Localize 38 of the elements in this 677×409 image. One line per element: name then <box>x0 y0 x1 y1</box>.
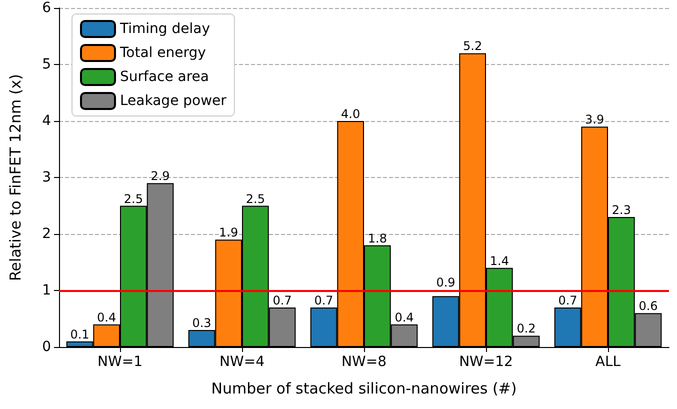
legend-label: Surface area <box>120 69 210 85</box>
text: 1.8 <box>368 231 387 246</box>
legend-label: Timing delay <box>119 21 210 37</box>
x-tick-label: NW=8 <box>342 354 386 370</box>
y-tick-label: 1 <box>42 282 51 298</box>
x-axis-title: Number of stacked silicon-nanowires (#) <box>211 380 517 398</box>
text: 0.7 <box>272 293 292 308</box>
y-tick-label: 4 <box>42 113 52 129</box>
text: 0.4 <box>394 310 414 324</box>
text: 0.3 <box>192 316 212 330</box>
x-tick-label: NW=1 <box>98 354 142 370</box>
text: 0.7 <box>314 293 334 308</box>
x-tick-label: NW=4 <box>220 354 265 370</box>
y-tick-label: 5 <box>42 56 51 72</box>
text: 0.7 <box>558 293 578 308</box>
y-tick-label: 0 <box>42 339 51 355</box>
x-tick-label: ALL <box>595 354 621 370</box>
text: 2.9 <box>150 169 170 184</box>
text: 0.6 <box>638 299 658 314</box>
text: 0.2 <box>516 322 536 336</box>
text: 0.4 <box>97 310 116 324</box>
y-tick-label: 6 <box>42 0 52 16</box>
y-axis-title: Relative to FinFET 12nm (x) <box>6 74 24 281</box>
x-tick-label: NW=12 <box>459 354 513 370</box>
legend-label: Leakage power <box>120 93 227 109</box>
text: 2.5 <box>246 192 265 206</box>
y-tick-label: 3 <box>42 170 51 186</box>
text: 4.0 <box>341 107 360 121</box>
legend-label: Total energy <box>119 45 206 61</box>
text: 2.3 <box>612 203 631 218</box>
text: 0.1 <box>70 327 90 342</box>
text: 1.4 <box>490 254 509 268</box>
text: 3.9 <box>585 112 604 127</box>
text: 0.9 <box>436 276 456 290</box>
text: 1.9 <box>219 226 238 240</box>
text: 5.2 <box>463 39 482 54</box>
y-tick-label: 2 <box>42 226 51 242</box>
text: 2.5 <box>124 192 143 206</box>
